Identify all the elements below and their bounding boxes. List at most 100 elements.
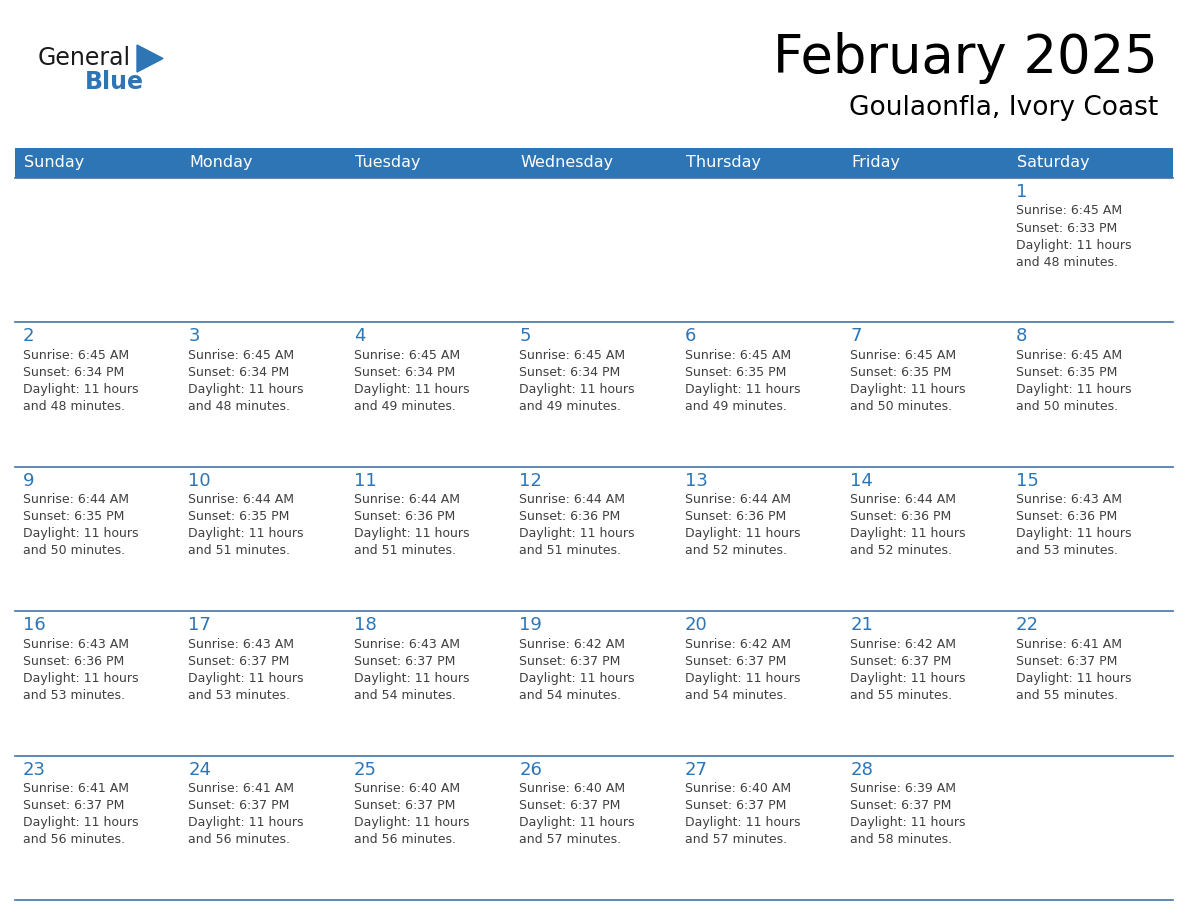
Text: Sunrise: 6:45 AM: Sunrise: 6:45 AM (1016, 349, 1121, 362)
Text: and 58 minutes.: and 58 minutes. (851, 834, 953, 846)
Text: Sunset: 6:37 PM: Sunset: 6:37 PM (1016, 655, 1117, 667)
Text: Sunset: 6:37 PM: Sunset: 6:37 PM (851, 799, 952, 812)
Text: Daylight: 11 hours: Daylight: 11 hours (354, 816, 469, 829)
Text: Daylight: 11 hours: Daylight: 11 hours (23, 383, 139, 396)
Text: and 57 minutes.: and 57 minutes. (684, 834, 786, 846)
Text: Sunrise: 6:41 AM: Sunrise: 6:41 AM (189, 782, 295, 795)
Text: Daylight: 11 hours: Daylight: 11 hours (851, 816, 966, 829)
Text: and 53 minutes.: and 53 minutes. (23, 688, 125, 701)
Text: Daylight: 11 hours: Daylight: 11 hours (1016, 527, 1131, 541)
Text: Daylight: 11 hours: Daylight: 11 hours (851, 527, 966, 541)
Bar (346, 178, 511, 322)
Text: and 55 minutes.: and 55 minutes. (851, 688, 953, 701)
Text: and 53 minutes.: and 53 minutes. (1016, 544, 1118, 557)
Text: Sunrise: 6:43 AM: Sunrise: 6:43 AM (189, 638, 295, 651)
Text: Monday: Monday (189, 155, 253, 171)
Text: February 2025: February 2025 (773, 32, 1158, 84)
Text: 9: 9 (23, 472, 34, 490)
Bar (181, 178, 346, 322)
Text: Daylight: 11 hours: Daylight: 11 hours (684, 527, 801, 541)
Text: and 54 minutes.: and 54 minutes. (519, 688, 621, 701)
Bar (842, 611, 1007, 756)
Text: and 57 minutes.: and 57 minutes. (519, 834, 621, 846)
Text: Sunset: 6:37 PM: Sunset: 6:37 PM (684, 655, 786, 667)
Bar (346, 611, 511, 756)
Bar (15, 466, 181, 611)
Text: 20: 20 (684, 616, 708, 634)
Text: 19: 19 (519, 616, 542, 634)
Text: Daylight: 11 hours: Daylight: 11 hours (23, 672, 139, 685)
Polygon shape (137, 45, 163, 72)
Text: and 51 minutes.: and 51 minutes. (189, 544, 290, 557)
Text: 22: 22 (1016, 616, 1038, 634)
Text: 5: 5 (519, 328, 531, 345)
Text: Sunrise: 6:43 AM: Sunrise: 6:43 AM (1016, 493, 1121, 507)
Text: 27: 27 (684, 761, 708, 778)
Text: Sunset: 6:34 PM: Sunset: 6:34 PM (354, 366, 455, 379)
Text: Sunset: 6:37 PM: Sunset: 6:37 PM (519, 655, 620, 667)
Text: 16: 16 (23, 616, 46, 634)
Text: 26: 26 (519, 761, 542, 778)
Bar (842, 466, 1007, 611)
Text: Goulaonfla, Ivory Coast: Goulaonfla, Ivory Coast (848, 95, 1158, 121)
Text: and 48 minutes.: and 48 minutes. (189, 400, 290, 413)
Text: Sunset: 6:37 PM: Sunset: 6:37 PM (354, 655, 455, 667)
Text: 13: 13 (684, 472, 708, 490)
Text: and 54 minutes.: and 54 minutes. (684, 688, 786, 701)
Bar (181, 322, 346, 466)
Text: Daylight: 11 hours: Daylight: 11 hours (189, 816, 304, 829)
Text: Sunrise: 6:44 AM: Sunrise: 6:44 AM (189, 493, 295, 507)
Text: Tuesday: Tuesday (355, 155, 421, 171)
Text: Friday: Friday (851, 155, 901, 171)
Bar (1007, 466, 1173, 611)
Text: Sunrise: 6:41 AM: Sunrise: 6:41 AM (23, 782, 129, 795)
Text: Sunset: 6:35 PM: Sunset: 6:35 PM (23, 510, 125, 523)
Text: and 51 minutes.: and 51 minutes. (519, 544, 621, 557)
Text: and 56 minutes.: and 56 minutes. (354, 834, 456, 846)
Bar (15, 178, 181, 322)
Text: 4: 4 (354, 328, 366, 345)
Text: Sunset: 6:37 PM: Sunset: 6:37 PM (189, 799, 290, 812)
Text: Daylight: 11 hours: Daylight: 11 hours (189, 527, 304, 541)
Text: 8: 8 (1016, 328, 1026, 345)
Text: Sunset: 6:35 PM: Sunset: 6:35 PM (684, 366, 786, 379)
Text: Sunset: 6:35 PM: Sunset: 6:35 PM (189, 510, 290, 523)
Text: Sunrise: 6:45 AM: Sunrise: 6:45 AM (851, 349, 956, 362)
Text: 24: 24 (189, 761, 211, 778)
Bar (677, 611, 842, 756)
Bar (15, 466, 1173, 611)
Text: Sunset: 6:37 PM: Sunset: 6:37 PM (684, 799, 786, 812)
Bar (181, 756, 346, 900)
Bar (15, 148, 1173, 178)
Text: Daylight: 11 hours: Daylight: 11 hours (519, 816, 634, 829)
Bar (1007, 611, 1173, 756)
Text: Daylight: 11 hours: Daylight: 11 hours (1016, 383, 1131, 396)
Bar (842, 322, 1007, 466)
Text: 15: 15 (1016, 472, 1038, 490)
Text: Sunrise: 6:44 AM: Sunrise: 6:44 AM (684, 493, 791, 507)
Text: and 51 minutes.: and 51 minutes. (354, 544, 456, 557)
Text: 6: 6 (684, 328, 696, 345)
Text: Daylight: 11 hours: Daylight: 11 hours (684, 672, 801, 685)
Text: 17: 17 (189, 616, 211, 634)
Text: Sunset: 6:34 PM: Sunset: 6:34 PM (23, 366, 125, 379)
Text: Sunrise: 6:42 AM: Sunrise: 6:42 AM (851, 638, 956, 651)
Text: Daylight: 11 hours: Daylight: 11 hours (1016, 239, 1131, 252)
Text: and 52 minutes.: and 52 minutes. (851, 544, 952, 557)
Bar (511, 756, 677, 900)
Text: Sunrise: 6:45 AM: Sunrise: 6:45 AM (684, 349, 791, 362)
Text: Sunrise: 6:40 AM: Sunrise: 6:40 AM (519, 782, 625, 795)
Text: Sunrise: 6:44 AM: Sunrise: 6:44 AM (851, 493, 956, 507)
Text: and 50 minutes.: and 50 minutes. (1016, 400, 1118, 413)
Text: Sunrise: 6:45 AM: Sunrise: 6:45 AM (23, 349, 129, 362)
Text: Sunrise: 6:45 AM: Sunrise: 6:45 AM (354, 349, 460, 362)
Text: Sunday: Sunday (24, 155, 84, 171)
Text: and 48 minutes.: and 48 minutes. (1016, 255, 1118, 268)
Text: Daylight: 11 hours: Daylight: 11 hours (1016, 672, 1131, 685)
Bar (511, 466, 677, 611)
Text: and 55 minutes.: and 55 minutes. (1016, 688, 1118, 701)
Bar (677, 178, 842, 322)
Text: 3: 3 (189, 328, 200, 345)
Text: Sunset: 6:34 PM: Sunset: 6:34 PM (189, 366, 290, 379)
Text: Sunrise: 6:41 AM: Sunrise: 6:41 AM (1016, 638, 1121, 651)
